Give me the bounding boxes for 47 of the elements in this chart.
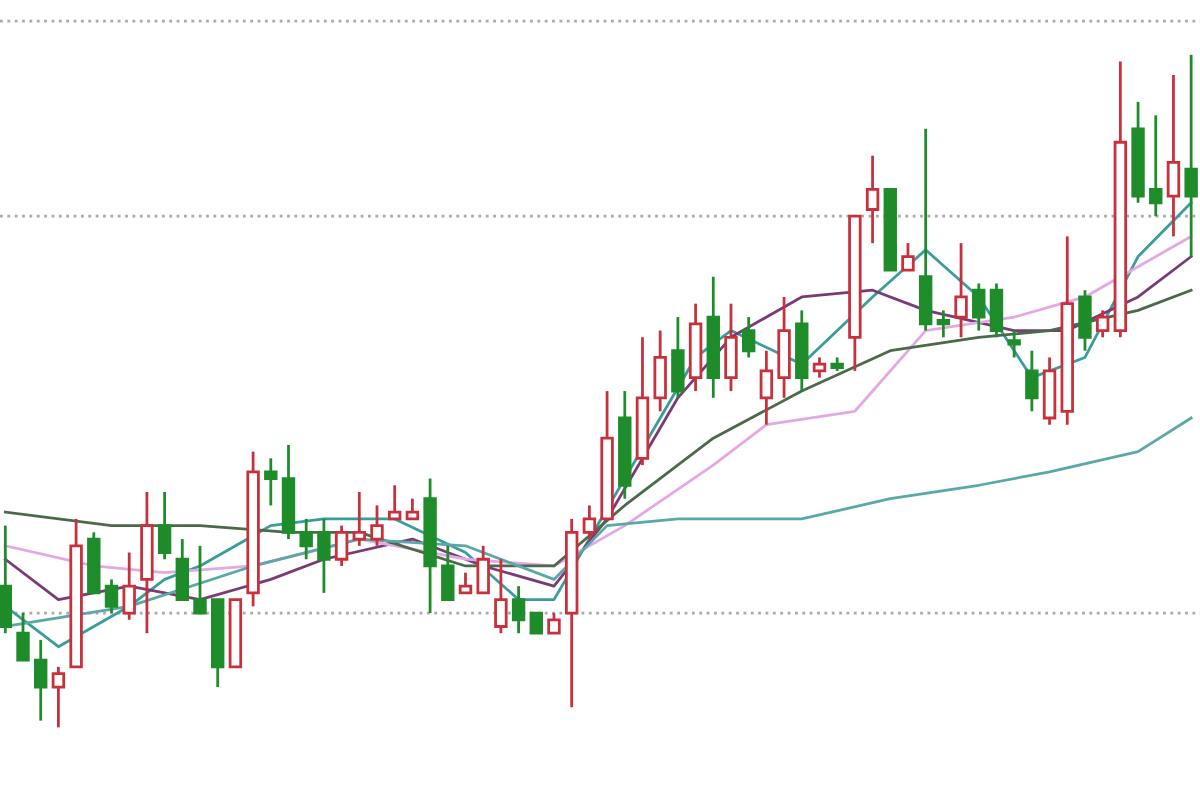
- candlestick: [653, 329, 667, 413]
- candlestick: [1149, 113, 1163, 218]
- candlestick: [972, 282, 986, 332]
- candlestick: [777, 295, 791, 400]
- candlestick: [51, 665, 66, 729]
- candlestick: [1025, 349, 1039, 413]
- candlestick: [122, 551, 136, 622]
- candlestick: [812, 356, 827, 380]
- candlestick: [1042, 356, 1057, 427]
- candlestick: [1184, 53, 1198, 258]
- candlestick: [989, 282, 1004, 339]
- candlestick: [1078, 288, 1092, 353]
- candlestick: [299, 517, 313, 561]
- candlestick: [759, 349, 774, 427]
- candlestick: [16, 611, 30, 662]
- candlestick: [458, 571, 473, 595]
- candlestick: [193, 544, 207, 615]
- candlestick: [494, 557, 508, 635]
- candlestick: [104, 578, 119, 615]
- candlestick: [511, 584, 526, 635]
- candlestick: [529, 611, 543, 635]
- candlestick: [865, 154, 880, 245]
- candlestick: [901, 241, 915, 272]
- candlestick: [264, 456, 278, 507]
- candlestick: [34, 638, 48, 723]
- candlestick: [317, 517, 331, 595]
- candlestick: [582, 504, 597, 541]
- candlestick: [157, 490, 172, 561]
- candlestick: [954, 241, 968, 339]
- candlestick: [671, 315, 685, 400]
- candlestick: [175, 537, 189, 601]
- candlestick: [441, 544, 455, 601]
- candlestick: [1095, 309, 1110, 339]
- candlestick: [936, 309, 951, 339]
- candlestick: [370, 504, 384, 548]
- candlestick: [1166, 73, 1181, 238]
- candlestick: [352, 490, 366, 548]
- candlestick: [918, 127, 933, 332]
- candlestick: [334, 524, 349, 568]
- candlestick: [405, 497, 420, 521]
- candlestick: [0, 524, 13, 635]
- candlestick: [741, 315, 756, 359]
- candlestick: [1007, 329, 1021, 359]
- candlestick: [547, 611, 561, 635]
- candlestick: [476, 544, 490, 595]
- candlestick: [724, 302, 738, 393]
- candlestick: [387, 483, 402, 521]
